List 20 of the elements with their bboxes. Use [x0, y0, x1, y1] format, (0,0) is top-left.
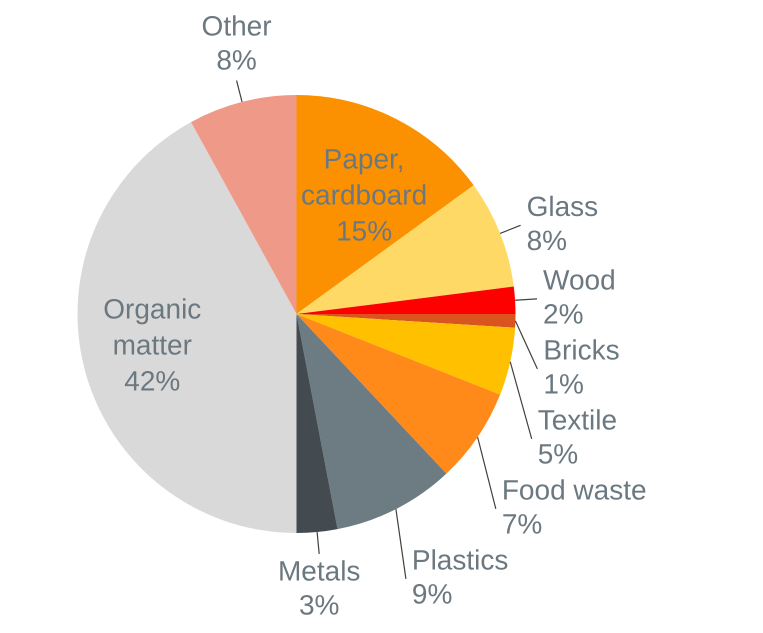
data-label: 1%: [543, 368, 584, 400]
slice-label: Food waste: [502, 474, 647, 506]
slice-label: Textile: [538, 404, 618, 436]
slice-label: Paper, cardboard: [301, 144, 428, 211]
slice-label: Organic matter: [103, 293, 202, 360]
data-label: 3%: [298, 590, 340, 621]
slice-label: Other: [202, 10, 272, 42]
data-label: 15%: [336, 216, 392, 247]
slice-label: Plastics: [412, 544, 508, 576]
slice-label: Glass: [526, 191, 598, 222]
data-label: 9%: [412, 578, 452, 610]
slice-label: Bricks: [543, 334, 620, 366]
data-label: 5%: [538, 438, 578, 470]
slice-label: Metals: [278, 556, 360, 587]
slice-label: Wood: [543, 264, 616, 296]
data-label: 42%: [124, 365, 180, 396]
data-label: 8%: [526, 225, 568, 256]
data-label: 8%: [216, 44, 257, 76]
data-label: 2%: [543, 298, 584, 330]
data-label: 7%: [502, 508, 542, 540]
